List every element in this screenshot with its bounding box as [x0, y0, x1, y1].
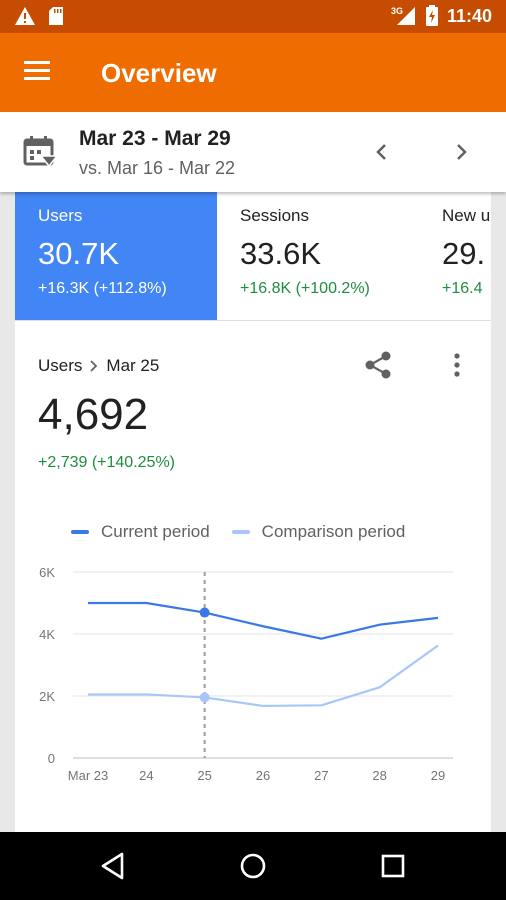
y-tick-label: 4K — [39, 627, 55, 642]
breadcrumb: Users Mar 25 — [38, 356, 159, 376]
x-tick-label: 25 — [197, 768, 211, 783]
share-button[interactable] — [361, 348, 395, 382]
series-line-comparison — [88, 644, 439, 708]
more-options-button[interactable] — [445, 348, 469, 382]
legend-current[interactable]: Current period — [71, 522, 210, 542]
legend-swatch-comparison — [231, 530, 250, 534]
detail-change: +2,739 (+140.25%) — [38, 454, 175, 471]
back-icon — [101, 852, 124, 880]
line-chart[interactable]: 0 2K 4K 6K Mar 23 24 25 26 27 28 29 — [15, 552, 491, 792]
app-bar: Overview — [0, 33, 506, 112]
metric-change: +16.3K (+112.8%) — [38, 280, 167, 297]
date-range-bar: Mar 23 - Mar 29 vs. Mar 16 - Mar 22 — [0, 112, 506, 192]
x-tick-label: Mar 23 — [68, 768, 108, 783]
date-range-current[interactable]: Mar 23 - Mar 29 — [79, 127, 231, 150]
back-button[interactable] — [95, 848, 131, 884]
y-tick-label: 2K — [39, 689, 55, 704]
more-vert-icon — [454, 353, 460, 377]
series-line-current — [88, 601, 439, 640]
metric-tab-sessions[interactable]: Sessions 33.6K +16.8K (+100.2%) — [217, 192, 419, 320]
divider — [15, 320, 491, 321]
chevron-left-icon — [376, 144, 386, 160]
status-time: 11:40 — [446, 5, 492, 26]
previous-period-button[interactable] — [366, 136, 398, 168]
home-icon — [240, 853, 266, 879]
legend-swatch-current — [71, 530, 89, 534]
chevron-right-icon — [457, 144, 467, 160]
recents-icon — [381, 854, 405, 878]
metric-label: Users — [38, 206, 83, 225]
legend-label: Comparison period — [261, 522, 406, 541]
metric-change: +16.4 — [442, 280, 483, 297]
metric-tab-new-users[interactable]: New u 29. +16.4 — [419, 192, 491, 320]
metric-tab-users[interactable]: Users 30.7K +16.3K (+112.8%) — [15, 192, 217, 320]
network-type: 3G — [390, 6, 403, 16]
next-period-button[interactable] — [445, 136, 477, 168]
menu-icon — [24, 61, 54, 80]
warning-icon — [15, 7, 35, 25]
x-tick-label: 26 — [256, 768, 270, 783]
metric-value: 29. — [442, 236, 486, 271]
metric-tabs: Users 30.7K +16.3K (+112.8%) Sessions 33… — [15, 192, 491, 320]
chevron-right-icon — [90, 360, 98, 372]
signal-icon — [396, 7, 415, 25]
overview-card: Users 30.7K +16.3K (+112.8%) Sessions 33… — [15, 192, 491, 832]
status-bar: 3G 11:40 — [0, 0, 506, 33]
system-nav-bar — [0, 832, 506, 900]
metric-label: New u — [442, 206, 491, 225]
signal-indicator: 3G — [391, 5, 417, 27]
legend-label: Current period — [101, 522, 210, 541]
share-icon — [365, 351, 391, 379]
y-tick-label: 0 — [48, 751, 55, 766]
y-tick-label: 6K — [39, 565, 55, 580]
home-button[interactable] — [235, 848, 271, 884]
detail-value: 4,692 — [38, 390, 149, 439]
page-title: Overview — [101, 58, 217, 88]
breadcrumb-date: Mar 25 — [106, 356, 160, 375]
chart-legend: Current period Comparison period — [71, 522, 427, 542]
status-notifications — [14, 6, 64, 26]
calendar-filter-icon[interactable] — [22, 134, 58, 170]
metric-value: 30.7K — [38, 236, 120, 271]
date-range-comparison[interactable]: vs. Mar 16 - Mar 22 — [79, 158, 236, 178]
x-tick-label: 28 — [372, 768, 386, 783]
recents-button[interactable] — [375, 848, 411, 884]
breadcrumb-metric: Users — [38, 356, 83, 375]
menu-button[interactable] — [24, 58, 54, 88]
battery-icon — [425, 5, 438, 26]
metric-change: +16.8K (+100.2%) — [240, 280, 370, 297]
highlight-point-current — [199, 607, 210, 618]
legend-comparison[interactable]: Comparison period — [231, 522, 406, 542]
x-tick-label: 29 — [431, 768, 445, 783]
x-tick-label: 27 — [314, 768, 328, 783]
metric-value: 33.6K — [240, 236, 322, 271]
sd-card-icon — [49, 7, 63, 25]
metric-label: Sessions — [240, 206, 309, 225]
highlight-point-comparison — [199, 692, 210, 703]
status-system: 3G 11:40 — [391, 5, 492, 27]
x-tick-label: 24 — [139, 768, 153, 783]
